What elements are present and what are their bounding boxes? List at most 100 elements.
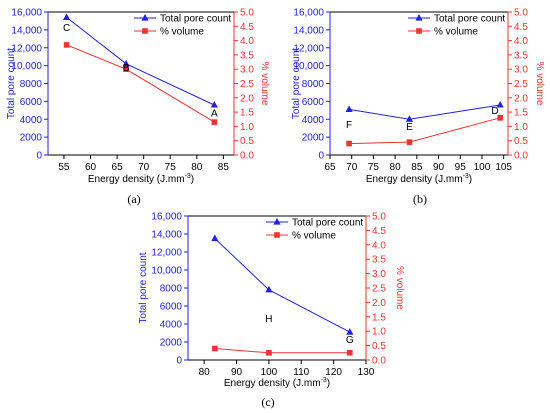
left-tick-label: 0 — [318, 151, 324, 162]
right-tick-label: 0.0 — [240, 151, 254, 162]
legend-entry: Total pore count — [434, 14, 505, 25]
left-tick-label: 14,000 — [293, 25, 324, 36]
right-tick-label: 1.5 — [240, 108, 254, 119]
right-tick-label: 0.0 — [372, 356, 386, 367]
panel-label-b: (b) — [413, 192, 427, 206]
volume-point — [266, 350, 272, 356]
panel-label-a: (a) — [127, 192, 140, 206]
right-tick-label: 0.0 — [514, 151, 528, 162]
right-tick-label: 3.5 — [372, 255, 386, 266]
right-tick-label: 3.0 — [372, 269, 386, 280]
pore-count-point — [345, 105, 353, 113]
pore-count-point — [496, 100, 504, 108]
point-annotation: D — [491, 106, 498, 117]
x-tick-label: 90 — [433, 162, 445, 173]
legend-entry: % volume — [434, 27, 478, 38]
left-tick-label: 4000 — [20, 115, 43, 126]
right-tick-label: 4.5 — [514, 22, 528, 33]
legend-marker-triangle — [273, 218, 281, 225]
chart-panel-0: 55 60 65 70 75 80 85 0 2000 4000 6000 8000 10,000 12,… — [6, 8, 270, 186]
left-tick-label: 4000 — [302, 115, 325, 126]
pore-count-point — [210, 100, 218, 108]
legend-marker-square — [142, 28, 148, 34]
x-tick-label: 85 — [218, 162, 230, 173]
x-tick-label: 100 — [474, 162, 491, 173]
left-tick-label: 6000 — [20, 97, 43, 108]
right-tick-label: 0.5 — [240, 136, 254, 147]
left-tick-label: 0 — [36, 151, 42, 162]
x-axis-title: Energy density (J.mm-3) — [88, 173, 194, 185]
chart-panel-1: 65 70 75 80 85 90 95 100 1050200040006000800010,… — [291, 8, 545, 186]
right-axis-title: % volume — [534, 62, 545, 106]
right-tick-label: 4.5 — [372, 226, 386, 237]
right-tick-label: 4.5 — [240, 22, 254, 33]
left-tick-label: 12,000 — [151, 248, 182, 259]
left-tick-label: 14,000 — [151, 230, 182, 241]
volume-point — [63, 42, 70, 48]
point-annotation: B — [123, 63, 130, 74]
pore-count-point — [63, 13, 71, 20]
right-tick-label: 2.5 — [240, 79, 254, 90]
volume-point — [347, 350, 353, 356]
left-axis-title: Total pore count — [6, 48, 17, 119]
volume-point — [346, 140, 352, 147]
legend-entry: % volume — [160, 27, 204, 38]
right-axis-title: % volume — [394, 266, 405, 310]
x-tick-label: 110 — [293, 367, 309, 378]
right-tick-label: 3.0 — [514, 65, 528, 76]
right-tick-label: 1.0 — [372, 327, 386, 338]
x-tick-label: 65 — [112, 162, 124, 173]
right-tick-label: 3.0 — [240, 65, 254, 76]
legend-marker-square — [274, 232, 280, 238]
volume-point — [211, 119, 218, 125]
point-annotation: G — [346, 335, 354, 346]
right-tick-label: 2.0 — [514, 93, 528, 104]
volume-point — [497, 115, 503, 121]
right-tick-label: 1.5 — [372, 312, 386, 323]
point-annotation: C — [63, 23, 70, 34]
series-line-pore-count — [214, 238, 351, 333]
x-axis-title: Energy density (J.mm-3) — [366, 173, 472, 185]
left-tick-label: 0 — [176, 356, 182, 367]
x-tick-label: 90 — [231, 367, 243, 378]
x-tick-label: 80 — [390, 162, 402, 173]
right-tick-label: 2.0 — [372, 298, 386, 309]
pore-count-point — [346, 328, 354, 335]
x-tick-label: 100 — [261, 367, 278, 378]
x-tick-label: 85 — [411, 162, 423, 173]
series-line-volume — [66, 44, 215, 123]
point-annotation: E — [406, 122, 413, 133]
left-tick-label: 2000 — [20, 133, 43, 144]
legend-marker-square — [416, 28, 422, 34]
x-tick-label: 130 — [358, 367, 375, 378]
right-tick-label: 5.0 — [240, 8, 254, 19]
point-annotation: H — [265, 314, 272, 325]
left-tick-label: 4000 — [160, 320, 183, 331]
left-tick-label: 6000 — [302, 97, 325, 108]
right-tick-label: 2.5 — [514, 79, 528, 90]
x-tick-label: 105 — [495, 162, 512, 173]
x-tick-label: 95 — [455, 162, 467, 173]
x-tick-label: 120 — [325, 367, 342, 378]
legend-marker-triangle — [415, 14, 423, 21]
left-axis-title: Total pore count — [291, 48, 302, 119]
left-tick-label: 2000 — [160, 338, 183, 349]
legend-marker-triangle — [141, 14, 149, 21]
right-tick-label: 1.0 — [240, 122, 254, 133]
right-tick-label: 1.0 — [514, 122, 528, 133]
volume-point — [212, 345, 218, 352]
x-tick-label: 70 — [138, 162, 150, 173]
left-tick-label: 10,000 — [11, 61, 42, 72]
left-tick-label: 8000 — [302, 79, 325, 90]
volume-point — [406, 139, 413, 145]
left-tick-label: 14,000 — [11, 25, 42, 36]
right-tick-label: 5.0 — [514, 8, 528, 19]
right-tick-label: 4.0 — [372, 240, 386, 251]
series-line-pore-count — [349, 104, 501, 120]
right-tick-label: 1.5 — [514, 108, 528, 119]
left-tick-label: 16,000 — [151, 212, 182, 223]
x-tick-label: 75 — [165, 162, 177, 173]
volume-point — [123, 66, 129, 72]
left-axis-title: Total pore count — [138, 252, 149, 323]
